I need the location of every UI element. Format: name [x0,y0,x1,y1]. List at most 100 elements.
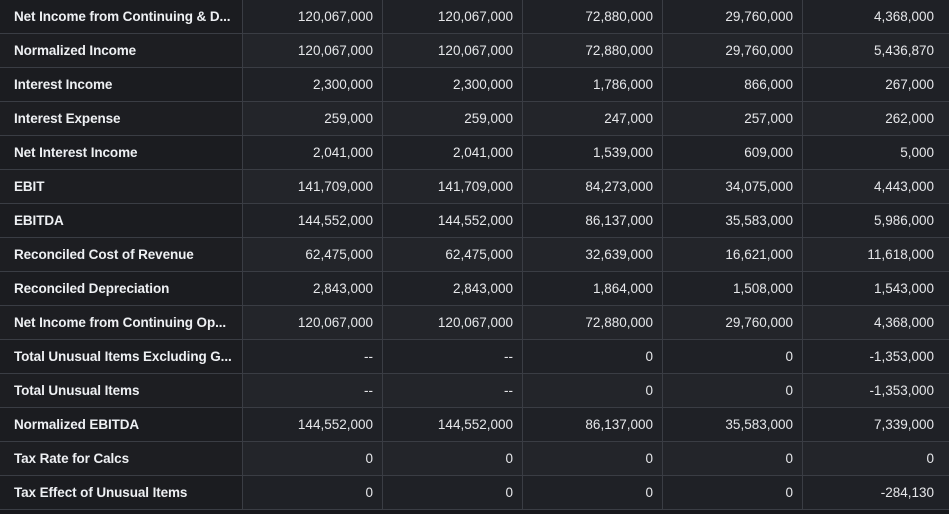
value-cell: 5,436,870 [803,34,949,67]
value-cell: 141,709,000 [383,170,523,203]
row-label: Tax Effect of Unusual Items [0,476,243,509]
row-label: Normalized Income [0,34,243,67]
table-row: Tax Effect of Unusual Items 0 0 0 0 -284… [0,476,949,510]
value-cell: 29,760,000 [663,34,803,67]
value-cell: 4,368,000 [803,306,949,339]
table-row: Tax Rate for Calcs 0 0 0 0 0 [0,442,949,476]
value-cell: 32,639,000 [523,238,663,271]
table-row: Reconciled Depreciation 2,843,000 2,843,… [0,272,949,306]
value-cell: 120,067,000 [243,34,383,67]
row-label: Net Income from Continuing Op... [0,306,243,339]
value-cell: 2,843,000 [383,272,523,305]
row-label: Total Unusual Items [0,374,243,407]
row-label: Net Income from Continuing & D... [0,0,243,33]
value-cell: 144,552,000 [243,408,383,441]
row-label: Interest Expense [0,102,243,135]
value-cell: -1,353,000 [803,340,949,373]
value-cell: 0 [243,476,383,509]
value-cell: 72,880,000 [523,34,663,67]
value-cell: 144,552,000 [383,408,523,441]
value-cell: 1,539,000 [523,136,663,169]
value-cell: 0 [523,442,663,475]
value-cell: 0 [523,476,663,509]
value-cell: 259,000 [243,102,383,135]
value-cell: 2,041,000 [243,136,383,169]
row-label: Total Unusual Items Excluding G... [0,340,243,373]
value-cell: 5,986,000 [803,204,949,237]
table-row: Reconciled Cost of Revenue 62,475,000 62… [0,238,949,272]
value-cell: -- [383,374,523,407]
value-cell: 5,000 [803,136,949,169]
value-cell: 144,552,000 [243,204,383,237]
value-cell: 35,583,000 [663,408,803,441]
table-row: Net Income from Continuing Op... 120,067… [0,306,949,340]
value-cell: 1,508,000 [663,272,803,305]
value-cell: 257,000 [663,102,803,135]
value-cell: 62,475,000 [243,238,383,271]
value-cell: 0 [663,374,803,407]
value-cell: -- [243,374,383,407]
table-row: Total Unusual Items Excluding G... -- --… [0,340,949,374]
value-cell: 7,339,000 [803,408,949,441]
value-cell: 267,000 [803,68,949,101]
value-cell: 0 [383,476,523,509]
value-cell: 0 [383,442,523,475]
value-cell: 86,137,000 [523,204,663,237]
table-row: EBITDA 144,552,000 144,552,000 86,137,00… [0,204,949,238]
value-cell: 1,864,000 [523,272,663,305]
value-cell: 0 [663,476,803,509]
value-cell: -1,353,000 [803,374,949,407]
value-cell: 35,583,000 [663,204,803,237]
table-row: Net Interest Income 2,041,000 2,041,000 … [0,136,949,170]
row-label: Interest Income [0,68,243,101]
table-row: Interest Expense 259,000 259,000 247,000… [0,102,949,136]
value-cell: 144,552,000 [383,204,523,237]
row-label: Net Interest Income [0,136,243,169]
value-cell: 1,786,000 [523,68,663,101]
table-row: Total Unusual Items -- -- 0 0 -1,353,000 [0,374,949,408]
value-cell: 86,137,000 [523,408,663,441]
value-cell: -- [383,340,523,373]
value-cell: 259,000 [383,102,523,135]
table-row: Interest Income 2,300,000 2,300,000 1,78… [0,68,949,102]
row-label: Reconciled Depreciation [0,272,243,305]
value-cell: 1,543,000 [803,272,949,305]
value-cell: 120,067,000 [383,306,523,339]
row-label: Tax Rate for Calcs [0,442,243,475]
value-cell: 16,621,000 [663,238,803,271]
value-cell: 0 [243,442,383,475]
value-cell: 84,273,000 [523,170,663,203]
table-row: EBIT 141,709,000 141,709,000 84,273,000 … [0,170,949,204]
value-cell: -284,130 [803,476,949,509]
value-cell: 4,368,000 [803,0,949,33]
value-cell: -- [243,340,383,373]
value-cell: 120,067,000 [243,0,383,33]
value-cell: 0 [803,442,949,475]
value-cell: 72,880,000 [523,0,663,33]
value-cell: 120,067,000 [383,0,523,33]
value-cell: 2,843,000 [243,272,383,305]
value-cell: 262,000 [803,102,949,135]
table-row: Normalized EBITDA 144,552,000 144,552,00… [0,408,949,442]
value-cell: 4,443,000 [803,170,949,203]
value-cell: 34,075,000 [663,170,803,203]
value-cell: 0 [663,442,803,475]
value-cell: 866,000 [663,68,803,101]
row-label: Normalized EBITDA [0,408,243,441]
value-cell: 141,709,000 [243,170,383,203]
value-cell: 120,067,000 [383,34,523,67]
value-cell: 247,000 [523,102,663,135]
value-cell: 609,000 [663,136,803,169]
table-row: Net Income from Continuing & D... 120,06… [0,0,949,34]
table-row: Normalized Income 120,067,000 120,067,00… [0,34,949,68]
row-label: EBITDA [0,204,243,237]
row-label: EBIT [0,170,243,203]
value-cell: 72,880,000 [523,306,663,339]
value-cell: 0 [663,340,803,373]
value-cell: 29,760,000 [663,306,803,339]
value-cell: 2,300,000 [243,68,383,101]
value-cell: 2,300,000 [383,68,523,101]
value-cell: 29,760,000 [663,0,803,33]
value-cell: 0 [523,340,663,373]
